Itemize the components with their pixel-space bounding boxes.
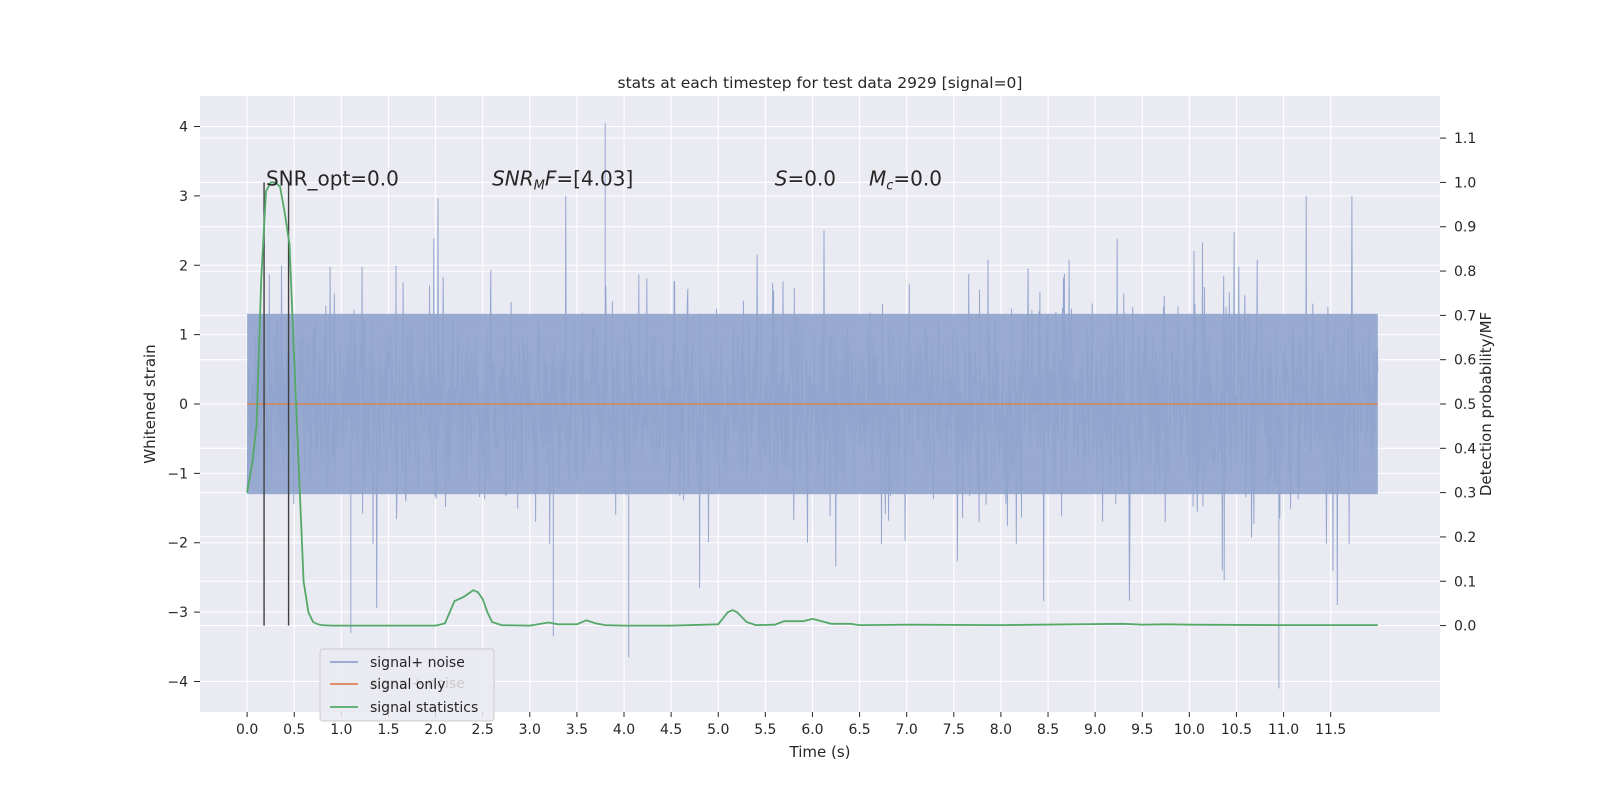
y-axis-title: Whitened strain	[141, 344, 159, 463]
annotation-1-base: SNR	[492, 166, 534, 190]
y-right-tick-label-10: 1.0	[1454, 175, 1476, 191]
annotations: SNR_opt=0.0 SNRMF=[4.03] S=0.0 Mc=0.0	[266, 166, 942, 193]
annotation-3-value: =0.0	[893, 166, 942, 190]
annotation-3-base: M	[869, 166, 886, 190]
x-tick-label-12: 6.0	[801, 722, 823, 738]
legend-box	[319, 648, 495, 722]
annotation-1-tail: F	[545, 166, 557, 190]
legend: signal+ noise signal+ noise signal only …	[319, 648, 495, 722]
y-right-tick-label-9: 0.9	[1454, 220, 1476, 236]
annotation-2-base: S	[775, 166, 788, 190]
x-tick-label-3: 1.5	[377, 722, 399, 738]
x-tick-label-9: 4.5	[660, 722, 682, 738]
y-right-tick-label-4: 0.4	[1454, 441, 1476, 457]
y-right-axis-title: Detection probability/MF	[1477, 312, 1495, 496]
y-right-tick-label-2: 0.2	[1454, 530, 1476, 546]
annotation-1: SNRMF=[4.03]	[492, 166, 633, 193]
y-tick-label-7: 3	[179, 189, 188, 205]
y-right-tick-label-11: 1.1	[1454, 131, 1476, 147]
signal-statistics-series	[246, 181, 1378, 627]
annotation-2-value: =0.0	[787, 166, 836, 190]
x-tick-label-14: 7.0	[896, 722, 918, 738]
x-tick-label-7: 3.5	[566, 722, 588, 738]
x-tick-label-1: 0.5	[283, 722, 305, 738]
annotation-0: SNR_opt=0.0	[266, 166, 399, 190]
y-right-tick-label-0: 0.0	[1454, 619, 1476, 635]
x-tick-label-11: 5.5	[754, 722, 776, 738]
y-right-tick-label-5: 0.5	[1454, 397, 1476, 413]
annotation-2: S=0.0	[775, 166, 836, 190]
legend-ghost-text: signal+ noise	[370, 676, 465, 692]
x-tick-label-15: 7.5	[943, 722, 965, 738]
y-tick-label-5: 1	[179, 328, 188, 344]
x-tick-label-2: 1.0	[330, 722, 352, 738]
x-tick-label-0: 0.0	[236, 722, 258, 738]
x-tick-label-10: 5.0	[707, 722, 729, 738]
x-tick-label-13: 6.5	[848, 722, 870, 738]
legend-label-signal-only: signal only	[370, 677, 445, 693]
x-tick-label-8: 4.0	[613, 722, 635, 738]
y-right-tick-label-6: 0.6	[1454, 353, 1476, 369]
annotation-1-sub: M	[534, 178, 545, 193]
x-axis-title: Time (s)	[789, 743, 851, 761]
y-tick-label-8: 4	[179, 120, 188, 136]
x-tick-label-21: 10.5	[1221, 722, 1252, 738]
y-tick-label-0: −4	[167, 674, 188, 690]
x-tick-label-22: 11.0	[1268, 722, 1299, 738]
chart-title: stats at each timestep for test data 292…	[618, 74, 1023, 92]
y-tick-labels: −4 −3 −2 −1 0 1 2 3 4	[167, 120, 200, 690]
annotation-3: Mc=0.0	[869, 166, 942, 193]
y-tick-label-6: 2	[179, 258, 188, 274]
annotation-1-value: =[4.03]	[556, 166, 633, 190]
y-right-tick-labels: 0.0 0.1 0.2 0.3 0.4 0.5 0.6 0.7 0.8 0.9 1.0 1.1	[1440, 131, 1476, 635]
y-right-tick-label-3: 0.3	[1454, 486, 1476, 502]
x-tick-label-16: 8.0	[990, 722, 1012, 738]
legend-label-noise: signal+ noise	[370, 655, 465, 671]
x-tick-label-6: 3.0	[519, 722, 541, 738]
x-tick-label-20: 10.0	[1174, 722, 1205, 738]
signal-statistics-line	[246, 181, 1378, 627]
x-tick-labels: 0.0 0.5 1.0 1.5 2.0 2.5 3.0 3.5 4.0 4.5 5.0 5.5 6.0 6…	[236, 712, 1346, 738]
x-tick-label-5: 2.5	[472, 722, 494, 738]
y-right-tick-label-1: 0.1	[1454, 574, 1476, 590]
y-tick-label-3: −1	[167, 466, 188, 482]
marker-lines	[263, 182, 290, 626]
x-tick-label-17: 8.5	[1037, 722, 1059, 738]
y-tick-label-4: 0	[179, 397, 188, 413]
x-tick-label-4: 2.0	[424, 722, 446, 738]
legend-label-statistics: signal statistics	[370, 700, 478, 716]
noise-trace	[246, 123, 1379, 689]
annotation-3-sub: c	[886, 178, 893, 193]
x-tick-label-23: 11.5	[1315, 722, 1346, 738]
x-tick-label-18: 9.0	[1084, 722, 1106, 738]
y-right-tick-label-7: 0.7	[1454, 308, 1476, 324]
y-tick-label-2: −2	[167, 536, 188, 552]
x-tick-label-19: 9.5	[1131, 722, 1153, 738]
y-tick-label-1: −3	[167, 605, 188, 621]
y-right-tick-label-8: 0.8	[1454, 264, 1476, 280]
